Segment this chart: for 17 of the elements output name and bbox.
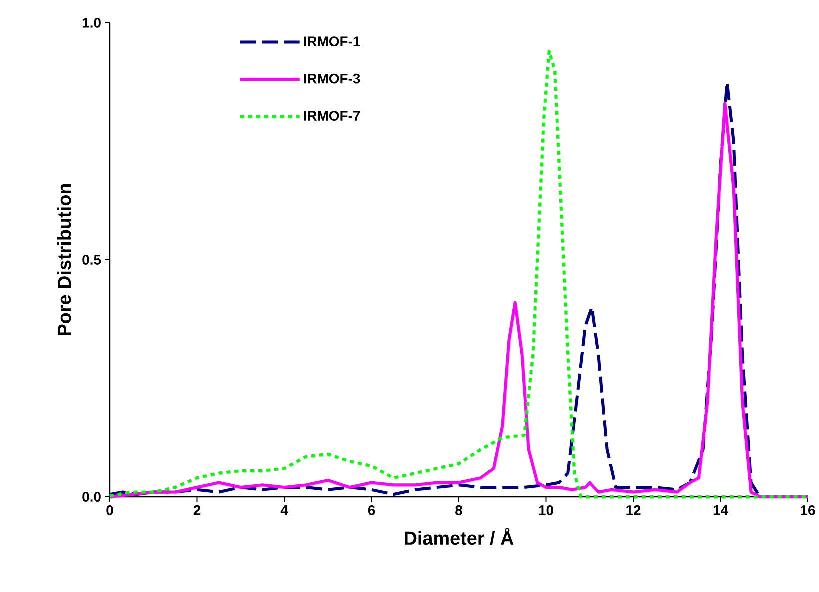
x-tick-label: 0	[106, 506, 114, 516]
x-tick-label: 12	[626, 506, 641, 516]
x-axis-title: Diameter / Å	[405, 528, 514, 546]
y-tick-label: 0.5	[82, 255, 102, 265]
x-tick-label: 16	[801, 506, 816, 516]
legend-label: IRMOF-7	[304, 111, 360, 121]
legend-label: IRMOF-3	[304, 74, 360, 84]
y-tick-label: 0.0	[82, 492, 101, 502]
x-tick-label: 4	[280, 506, 288, 516]
legend-label: IRMOF-1	[304, 36, 360, 47]
x-tick-label: 6	[368, 506, 376, 516]
y-tick-label: 1.0	[82, 18, 101, 28]
x-tick-label: 2	[194, 506, 201, 516]
y-axis-title: Pore Distribution	[57, 184, 72, 336]
x-tick-label: 14	[714, 506, 728, 516]
x-tick-label: 8	[456, 506, 462, 516]
x-tick-label: 10	[539, 506, 554, 516]
